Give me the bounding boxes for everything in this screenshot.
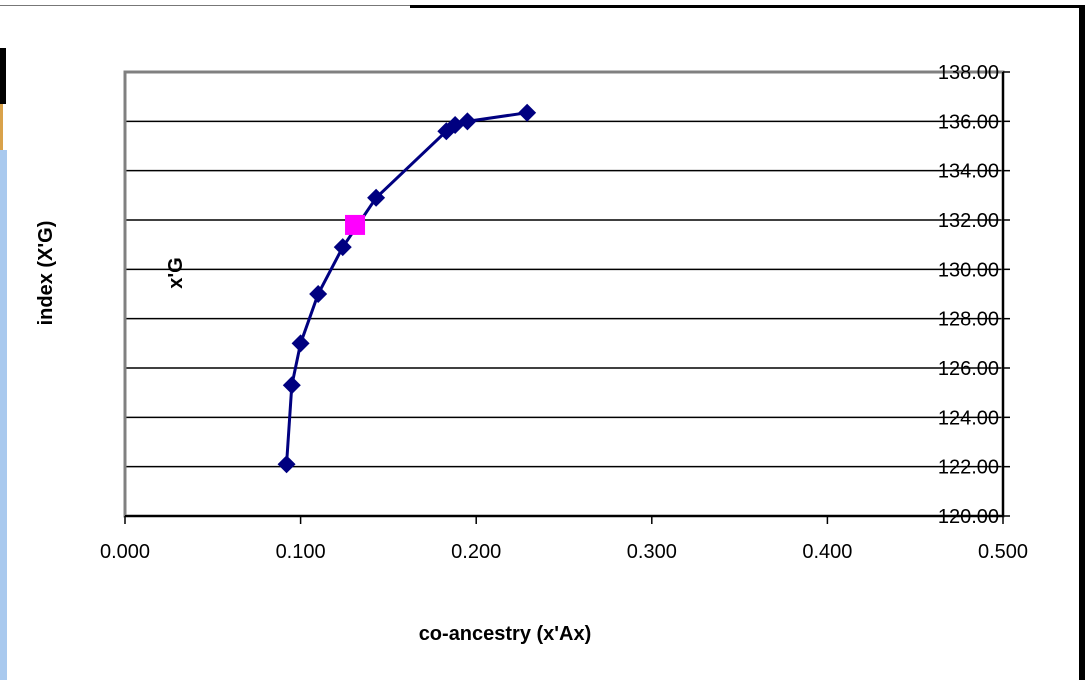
y-tick-label-7: 134.00 <box>938 161 999 183</box>
frame-top-edge <box>410 5 1085 8</box>
data-point-0-0 <box>277 455 296 474</box>
data-point-0-3 <box>309 285 328 303</box>
frame-left-orange-edge <box>0 104 3 150</box>
data-point-0-5 <box>367 188 386 207</box>
frame-left-dark-edge <box>0 48 6 104</box>
highlight-point-1-0 <box>345 214 366 235</box>
y-inner-label: x'G <box>165 257 187 288</box>
x-tick-label-4: 0.400 <box>802 541 852 563</box>
series-group <box>277 103 537 474</box>
frame-left-blue-edge <box>0 150 7 680</box>
frame-top-thin-edge <box>0 5 410 6</box>
y-tick-label-2: 124.00 <box>938 407 999 429</box>
data-point-0-9 <box>518 103 537 122</box>
y-axis-title: index (X'G) <box>35 221 57 326</box>
y-tick-label-4: 128.00 <box>938 309 999 331</box>
data-point-0-1 <box>282 376 301 395</box>
x-tick-label-0: 0.000 <box>100 541 150 563</box>
series-line-0 <box>285 111 528 465</box>
y-tick-label-9: 138.00 <box>938 62 999 84</box>
frame-right-edge <box>1079 5 1085 680</box>
data-point-0-8 <box>458 112 477 131</box>
x-tick-label-1: 0.100 <box>276 541 326 563</box>
y-tick-label-8: 136.00 <box>938 111 999 133</box>
x-axis-title: co-ancestry (x'Ax) <box>419 623 592 645</box>
y-tick-label-6: 132.00 <box>938 210 999 232</box>
axis-ticks: 120.00122.00124.00126.00128.00130.00132.… <box>100 62 1028 563</box>
plot-area <box>123 70 1005 518</box>
grid-lines <box>125 120 1003 468</box>
x-tick-label-5: 0.500 <box>978 541 1028 563</box>
y-tick-label-1: 122.00 <box>938 457 999 479</box>
x-tick-label-2: 0.200 <box>451 541 501 563</box>
x-tick-label-3: 0.300 <box>627 541 677 563</box>
y-tick-label-5: 130.00 <box>938 259 999 281</box>
y-tick-label-3: 126.00 <box>938 358 999 380</box>
data-point-0-4 <box>333 238 352 257</box>
data-point-0-2 <box>291 334 310 353</box>
